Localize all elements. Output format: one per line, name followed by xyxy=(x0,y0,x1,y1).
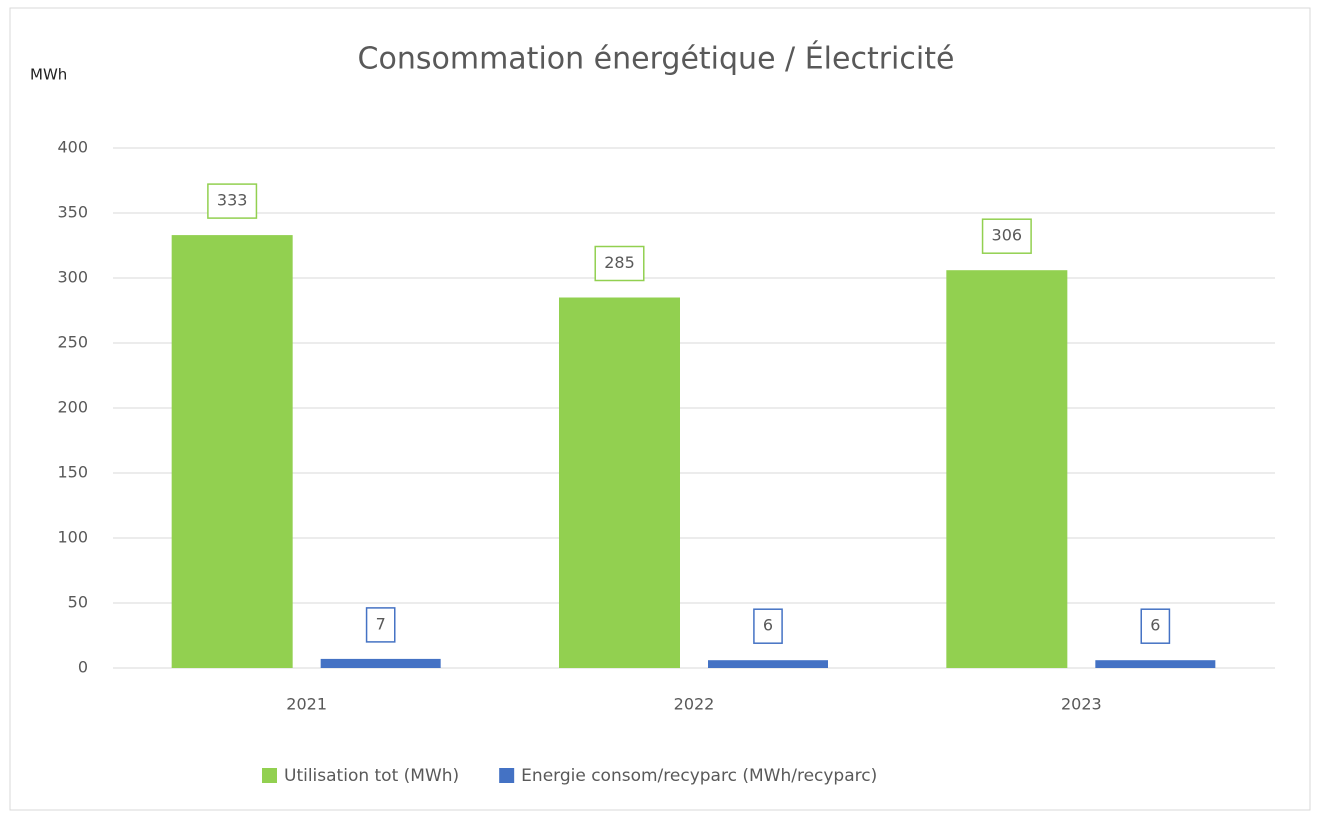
data-label-box xyxy=(365,607,396,643)
y-tick-label: 300 xyxy=(57,268,88,287)
y-tick-label: 250 xyxy=(57,333,88,352)
bar xyxy=(1095,660,1216,668)
y-tick-label: 0 xyxy=(78,658,88,677)
y-tick-label: 400 xyxy=(57,138,88,157)
legend-swatch xyxy=(262,768,277,783)
data-label-box xyxy=(1140,608,1171,644)
data-label: 7 xyxy=(376,614,386,633)
x-tick-label: 2023 xyxy=(1061,695,1102,714)
x-tick-label: 2021 xyxy=(286,695,327,714)
bar xyxy=(559,297,680,668)
data-label: 6 xyxy=(763,616,773,635)
bar xyxy=(946,270,1068,668)
bar xyxy=(171,235,293,668)
y-tick-label: 50 xyxy=(68,593,88,612)
data-label-box xyxy=(981,218,1032,254)
y-tick-label: 350 xyxy=(57,203,88,222)
data-label-box xyxy=(594,245,645,282)
y-tick-label: 150 xyxy=(57,463,88,482)
bar xyxy=(708,660,828,668)
data-label-box xyxy=(753,608,783,644)
data-label: 333 xyxy=(217,191,248,210)
chart-title: Consommation énergétique / Électricité xyxy=(358,41,955,77)
y-tick-label: 200 xyxy=(57,398,88,417)
data-label: 285 xyxy=(604,253,635,272)
data-label-box xyxy=(207,183,258,219)
y-axis-label: MWh xyxy=(30,66,67,84)
bar xyxy=(320,658,441,668)
legend-swatch xyxy=(499,768,515,783)
data-label: 306 xyxy=(992,226,1023,245)
x-tick-label: 2022 xyxy=(674,695,715,714)
legend-label: Energie consom/recyparc (MWh/recyparc) xyxy=(521,766,877,786)
legend-label: Utilisation tot (MWh) xyxy=(284,766,459,786)
data-label: 6 xyxy=(1150,616,1160,635)
y-tick-label: 100 xyxy=(57,528,88,547)
